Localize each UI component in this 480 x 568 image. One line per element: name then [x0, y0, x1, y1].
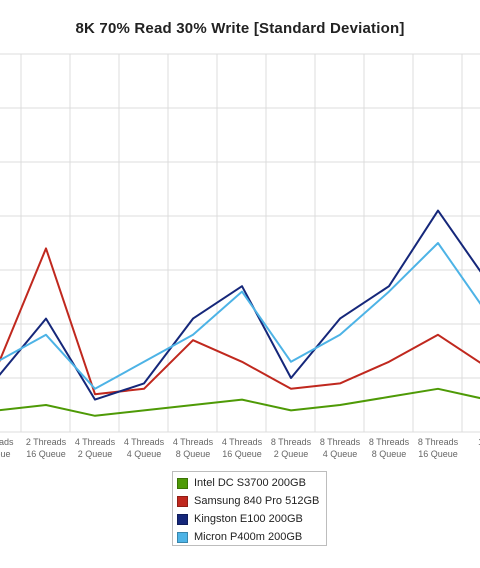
x-tick-label: 8 Threads 16 Queue [418, 437, 459, 459]
x-tick-label: 4 Threads 16 Queue [222, 437, 263, 459]
legend-label-micron: Micron P400m 200GB [194, 531, 303, 543]
x-tick-label: 8 Threads 2 Queue [271, 437, 312, 459]
legend-item-micron: Micron P400m 200GB [177, 528, 326, 546]
x-tick-label: 4 Threads 8 Queue [173, 437, 214, 459]
legend-swatch-samsung [177, 495, 188, 507]
x-tick-label: ThreadsQueue [0, 437, 14, 459]
legend-label-samsung: Samsung 840 Pro 512GB [194, 495, 320, 507]
legend-swatch-kingston [177, 513, 188, 525]
legend: Intel DC S3700 200GB Samsung 840 Pro 512… [172, 471, 327, 546]
series-line-kingston [0, 209, 480, 401]
legend-item-kingston: Kingston E100 200GB [177, 510, 326, 528]
legend-label-intel: Intel DC S3700 200GB [194, 477, 306, 489]
x-tick-label: 8 Threads 4 Queue [320, 437, 361, 459]
chart-title: 8K 70% Read 30% Write [Standard Deviatio… [75, 20, 405, 37]
series-line-micron [0, 242, 480, 390]
series-line-samsung [0, 247, 480, 396]
x-tick-label: 4 Threads 2 Queue [75, 437, 116, 459]
x-tick-label: 16 T2 [478, 437, 480, 459]
x-tick-label: 8 Threads 8 Queue [369, 437, 410, 459]
x-tick-label: 4 Threads 4 Queue [124, 437, 165, 459]
legend-item-samsung: Samsung 840 Pro 512GB [177, 492, 326, 510]
legend-swatch-intel [177, 477, 188, 489]
legend-item-intel: Intel DC S3700 200GB [177, 474, 326, 492]
legend-label-kingston: Kingston E100 200GB [194, 513, 303, 525]
series-line-intel [0, 387, 480, 417]
legend-swatch-micron [177, 531, 188, 543]
x-tick-label: 2 Threads 16 Queue [26, 437, 67, 459]
